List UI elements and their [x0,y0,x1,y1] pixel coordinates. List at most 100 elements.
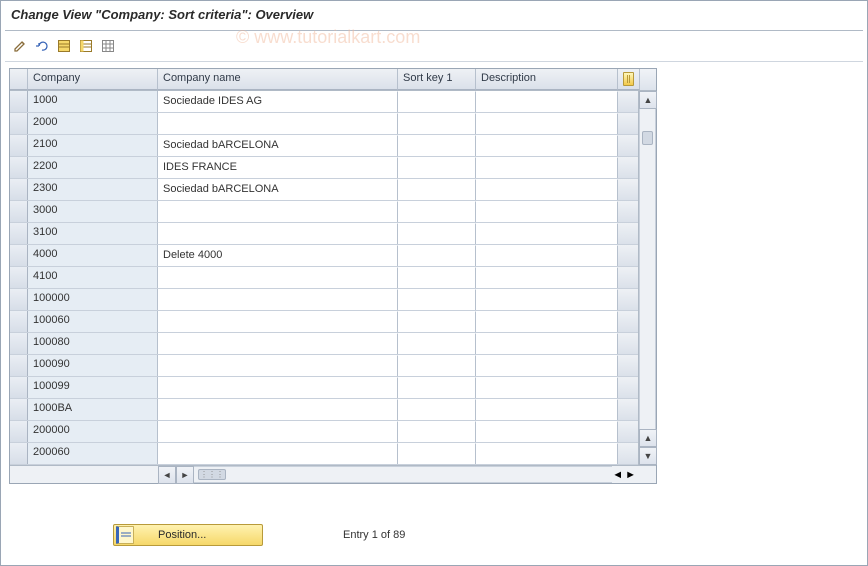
table-row[interactable]: 1000BA [10,399,656,421]
cell-sort-key[interactable] [398,223,476,244]
cell-company[interactable]: 2000 [28,113,158,134]
row-selector[interactable] [10,245,28,266]
column-header-sort-key[interactable]: Sort key 1 [398,69,476,90]
deselect-all-icon[interactable] [77,37,95,55]
row-selector[interactable] [10,311,28,332]
cell-description[interactable] [476,223,618,244]
row-selector[interactable] [10,223,28,244]
cell-description[interactable] [476,179,618,200]
cell-sort-key[interactable] [398,311,476,332]
row-selector[interactable] [10,399,28,420]
cell-description[interactable] [476,113,618,134]
cell-company-name[interactable] [158,201,398,222]
cell-company[interactable]: 4000 [28,245,158,266]
cell-sort-key[interactable] [398,377,476,398]
cell-description[interactable] [476,91,618,112]
row-selector[interactable] [10,179,28,200]
cell-company[interactable]: 2100 [28,135,158,156]
table-row[interactable]: 2300Sociedad bARCELONA [10,179,656,201]
cell-company-name[interactable]: Sociedad bARCELONA [158,135,398,156]
cell-company-name[interactable] [158,443,398,464]
cell-company[interactable]: 200060 [28,443,158,464]
row-selector[interactable] [10,91,28,112]
row-selector[interactable] [10,201,28,222]
scroll-down-icon[interactable]: ▼ [639,447,657,465]
cell-description[interactable] [476,355,618,376]
cell-company-name[interactable] [158,421,398,442]
vscroll-thumb[interactable] [642,131,653,145]
cell-sort-key[interactable] [398,179,476,200]
cell-company[interactable]: 2300 [28,179,158,200]
cell-company-name[interactable]: Delete 4000 [158,245,398,266]
table-row[interactable]: 2100Sociedad bARCELONA [10,135,656,157]
cell-company-name[interactable] [158,399,398,420]
scroll-right-end-icon[interactable]: ► [625,469,636,481]
cell-company-name[interactable]: Sociedad bARCELONA [158,179,398,200]
cell-company[interactable]: 100090 [28,355,158,376]
table-row[interactable]: 100080 [10,333,656,355]
cell-description[interactable] [476,201,618,222]
cell-company[interactable]: 2200 [28,157,158,178]
scroll-right-step-icon[interactable]: ► [176,466,194,484]
table-row[interactable]: 100099 [10,377,656,399]
table-row[interactable]: 200000 [10,421,656,443]
cell-sort-key[interactable] [398,157,476,178]
cell-company[interactable]: 200000 [28,421,158,442]
row-selector[interactable] [10,333,28,354]
cell-sort-key[interactable] [398,135,476,156]
row-selector[interactable] [10,135,28,156]
column-header-company-name[interactable]: Company name [158,69,398,90]
row-selector[interactable] [10,113,28,134]
undo-icon[interactable] [33,37,51,55]
cell-company[interactable]: 100080 [28,333,158,354]
row-selector[interactable] [10,421,28,442]
cell-description[interactable] [476,311,618,332]
cell-company[interactable]: 4100 [28,267,158,288]
cell-description[interactable] [476,377,618,398]
cell-company-name[interactable] [158,377,398,398]
scroll-left-icon[interactable]: ◄ [158,466,176,484]
scroll-down-step-icon[interactable]: ▲ [639,429,657,447]
cell-description[interactable] [476,421,618,442]
cell-sort-key[interactable] [398,333,476,354]
cell-company-name[interactable]: IDES FRANCE [158,157,398,178]
row-selector[interactable] [10,443,28,464]
cell-description[interactable] [476,245,618,266]
cell-description[interactable] [476,157,618,178]
scroll-left-end-icon[interactable]: ◄ [612,469,623,481]
table-row[interactable]: 200060 [10,443,656,465]
cell-company[interactable]: 100099 [28,377,158,398]
cell-sort-key[interactable] [398,113,476,134]
table-row[interactable]: 3000 [10,201,656,223]
row-selector[interactable] [10,289,28,310]
cell-description[interactable] [476,135,618,156]
table-row[interactable]: 1000Sociedade IDES AG [10,91,656,113]
select-all-icon[interactable] [55,37,73,55]
cell-company-name[interactable] [158,223,398,244]
column-header-company[interactable]: Company [28,69,158,90]
table-settings-icon[interactable] [99,37,117,55]
table-row[interactable]: 4100 [10,267,656,289]
table-row[interactable]: 4000Delete 4000 [10,245,656,267]
table-row[interactable]: 100090 [10,355,656,377]
position-button[interactable]: Position... [113,524,263,546]
row-selector[interactable] [10,267,28,288]
cell-company[interactable]: 100000 [28,289,158,310]
cell-sort-key[interactable] [398,245,476,266]
configure-columns-button[interactable] [618,69,640,90]
cell-company[interactable]: 3100 [28,223,158,244]
cell-sort-key[interactable] [398,91,476,112]
scroll-up-icon[interactable]: ▲ [639,91,657,109]
cell-description[interactable] [476,267,618,288]
cell-sort-key[interactable] [398,355,476,376]
cell-company[interactable]: 3000 [28,201,158,222]
hscroll-thumb[interactable]: ⋮⋮⋮ [198,469,226,480]
table-row[interactable]: 2200IDES FRANCE [10,157,656,179]
cell-sort-key[interactable] [398,201,476,222]
cell-sort-key[interactable] [398,443,476,464]
cell-company-name[interactable] [158,289,398,310]
cell-sort-key[interactable] [398,399,476,420]
cell-company[interactable]: 100060 [28,311,158,332]
cell-company[interactable]: 1000BA [28,399,158,420]
cell-company-name[interactable] [158,333,398,354]
